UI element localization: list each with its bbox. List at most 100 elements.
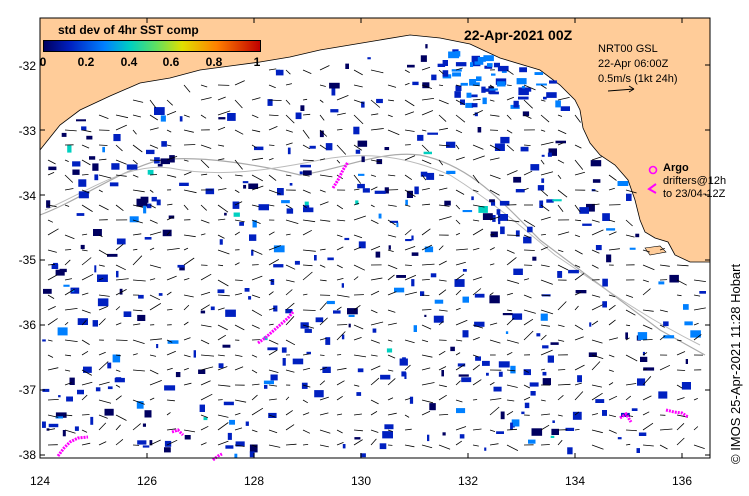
current-arrow — [489, 429, 496, 432]
current-arrow — [81, 174, 89, 176]
current-arrow — [523, 187, 529, 191]
sst-patch — [76, 213, 85, 216]
current-arrow — [81, 249, 88, 252]
current-arrow — [132, 219, 143, 224]
sst-patch — [243, 184, 247, 189]
current-arrow — [523, 294, 532, 299]
sst-patch — [144, 410, 152, 418]
current-arrow — [387, 322, 397, 326]
current-arrow — [115, 395, 122, 401]
current-arrow — [149, 338, 163, 341]
sst-patch — [157, 164, 163, 167]
sst-patch — [86, 135, 93, 140]
lon-label: 132 — [457, 474, 479, 488]
current-arrow — [319, 429, 331, 434]
sst-patch — [61, 132, 67, 137]
current-arrow — [540, 294, 551, 297]
current-arrow — [472, 276, 483, 281]
current-arrow — [132, 174, 139, 178]
current-arrow — [404, 204, 411, 207]
current-arrow — [523, 84, 536, 91]
sst-patch — [193, 350, 196, 358]
sst-patch — [565, 427, 575, 431]
current-arrow — [132, 353, 138, 356]
sst-patch — [333, 310, 341, 314]
sst-patch — [521, 411, 525, 415]
current-arrow — [489, 406, 500, 416]
drifter-legend-marker — [647, 183, 657, 194]
sst-patch — [164, 447, 171, 453]
current-arrow — [506, 292, 514, 296]
current-arrow — [506, 410, 514, 416]
sst-patch — [420, 171, 428, 177]
current-arrow — [200, 304, 210, 311]
current-arrow — [115, 264, 126, 271]
current-arrow — [98, 399, 112, 404]
current-arrow — [251, 144, 257, 149]
current-arrow — [489, 216, 501, 221]
sst-patch — [637, 332, 648, 340]
current-arrow — [642, 395, 652, 401]
current-arrow — [540, 413, 551, 416]
sst-patch — [458, 374, 469, 377]
sst-patch — [524, 87, 532, 92]
current-arrow — [319, 396, 329, 401]
current-arrow — [149, 439, 161, 446]
current-arrow — [557, 339, 565, 342]
current-arrow — [81, 414, 90, 416]
current-arrow — [591, 444, 604, 450]
current-arrow — [81, 350, 89, 356]
sst-patch — [474, 112, 478, 117]
current-arrow — [217, 126, 226, 131]
current-arrow — [523, 234, 531, 238]
sst-patch — [643, 367, 655, 371]
current-arrow — [421, 84, 433, 89]
current-arrow — [268, 307, 276, 311]
sst-patch — [481, 86, 486, 93]
current-arrow — [268, 144, 275, 146]
sst-patch — [200, 310, 206, 314]
current-arrow — [523, 114, 532, 119]
current-arrow — [421, 203, 431, 206]
sst-patch — [519, 67, 527, 73]
sst-patch — [626, 193, 632, 201]
current-arrow — [523, 99, 533, 109]
sst-patch — [498, 371, 503, 377]
current-arrow — [302, 293, 308, 296]
current-arrow — [472, 155, 485, 161]
sst-patch — [330, 109, 339, 113]
current-arrow — [217, 279, 229, 287]
sst-patch — [356, 392, 362, 396]
current-arrow — [183, 129, 194, 133]
current-arrow — [285, 396, 290, 401]
current-arrow — [404, 69, 410, 73]
current-arrow — [591, 413, 598, 416]
sst-patch — [487, 63, 493, 67]
sst-patch — [589, 322, 592, 327]
current-arrow — [387, 429, 393, 432]
current-arrow — [234, 174, 243, 177]
current-arrow — [608, 304, 616, 311]
current-arrow — [166, 144, 172, 147]
current-arrow — [47, 263, 56, 266]
sst-patch — [319, 130, 324, 138]
sst-patch — [83, 366, 92, 373]
current-arrow — [540, 444, 550, 446]
current-arrow — [472, 354, 479, 358]
current-arrow — [370, 277, 383, 281]
current-arrow — [217, 204, 229, 213]
sst-patch — [498, 219, 501, 225]
sst-patch — [199, 404, 205, 412]
sst-patch — [606, 228, 616, 231]
sst-patch — [427, 132, 438, 135]
current-arrow — [370, 438, 377, 446]
current-arrow — [557, 369, 566, 371]
current-arrow — [149, 127, 159, 131]
sst-patch — [401, 371, 406, 377]
current-arrow — [132, 129, 137, 135]
sst-patch — [482, 213, 493, 220]
sst-patch — [286, 208, 294, 214]
current-arrow — [319, 248, 326, 251]
current-arrow — [302, 412, 310, 416]
sst-patch — [249, 451, 255, 458]
